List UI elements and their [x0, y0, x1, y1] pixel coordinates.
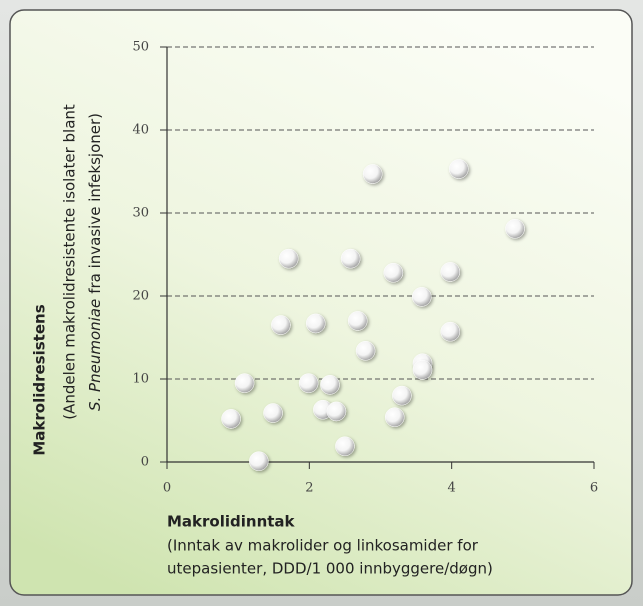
point [383, 263, 404, 283]
point [440, 321, 460, 342]
point [305, 313, 326, 334]
point [340, 248, 361, 269]
point [412, 287, 432, 307]
y-tick-label: 40 [132, 123, 149, 138]
point [355, 341, 376, 361]
point [278, 248, 299, 269]
point [234, 373, 255, 393]
y-axis-title: Makrolidresistens [31, 304, 49, 455]
point [384, 407, 405, 427]
y-tick-label: 30 [132, 206, 149, 221]
y-tick-label: 10 [132, 372, 149, 387]
x-tick-label: 2 [305, 481, 313, 496]
x-tick-label: 6 [590, 481, 598, 496]
point [221, 409, 241, 429]
y-axis-label: S. Pneumoniae fra invasive infeksjoner) [86, 113, 104, 411]
panel [9, 9, 633, 596]
point [271, 315, 291, 335]
point [449, 159, 469, 179]
point [505, 219, 525, 239]
y-tick-label: 50 [132, 40, 149, 55]
point [362, 164, 383, 184]
point [320, 375, 340, 395]
y-axis-label-rest: fra invasive infeksjoner) [86, 113, 104, 294]
y-tick-label: 20 [132, 289, 149, 304]
y-axis-label-italic: S. Pneumoniae [86, 299, 104, 411]
point [347, 311, 368, 331]
x-axis-label: (Inntak av makrolider og linkosamider fo… [167, 537, 479, 555]
x-tick-label: 4 [448, 481, 456, 496]
x-tick-label: 0 [163, 481, 171, 496]
point [326, 401, 347, 422]
point [335, 436, 355, 456]
y-tick-label: 0 [141, 455, 149, 470]
point [298, 373, 319, 393]
point [392, 385, 412, 406]
point [412, 360, 433, 380]
point [249, 451, 269, 471]
x-axis-title: Makrolidinntak [167, 513, 296, 531]
point [263, 403, 283, 423]
point [440, 262, 460, 282]
x-axis-label: utepasienter, DDD/1 000 innbyggere/døgn) [167, 560, 493, 578]
y-axis-label: (Andelen makrolidresistente isolater bla… [61, 104, 79, 420]
